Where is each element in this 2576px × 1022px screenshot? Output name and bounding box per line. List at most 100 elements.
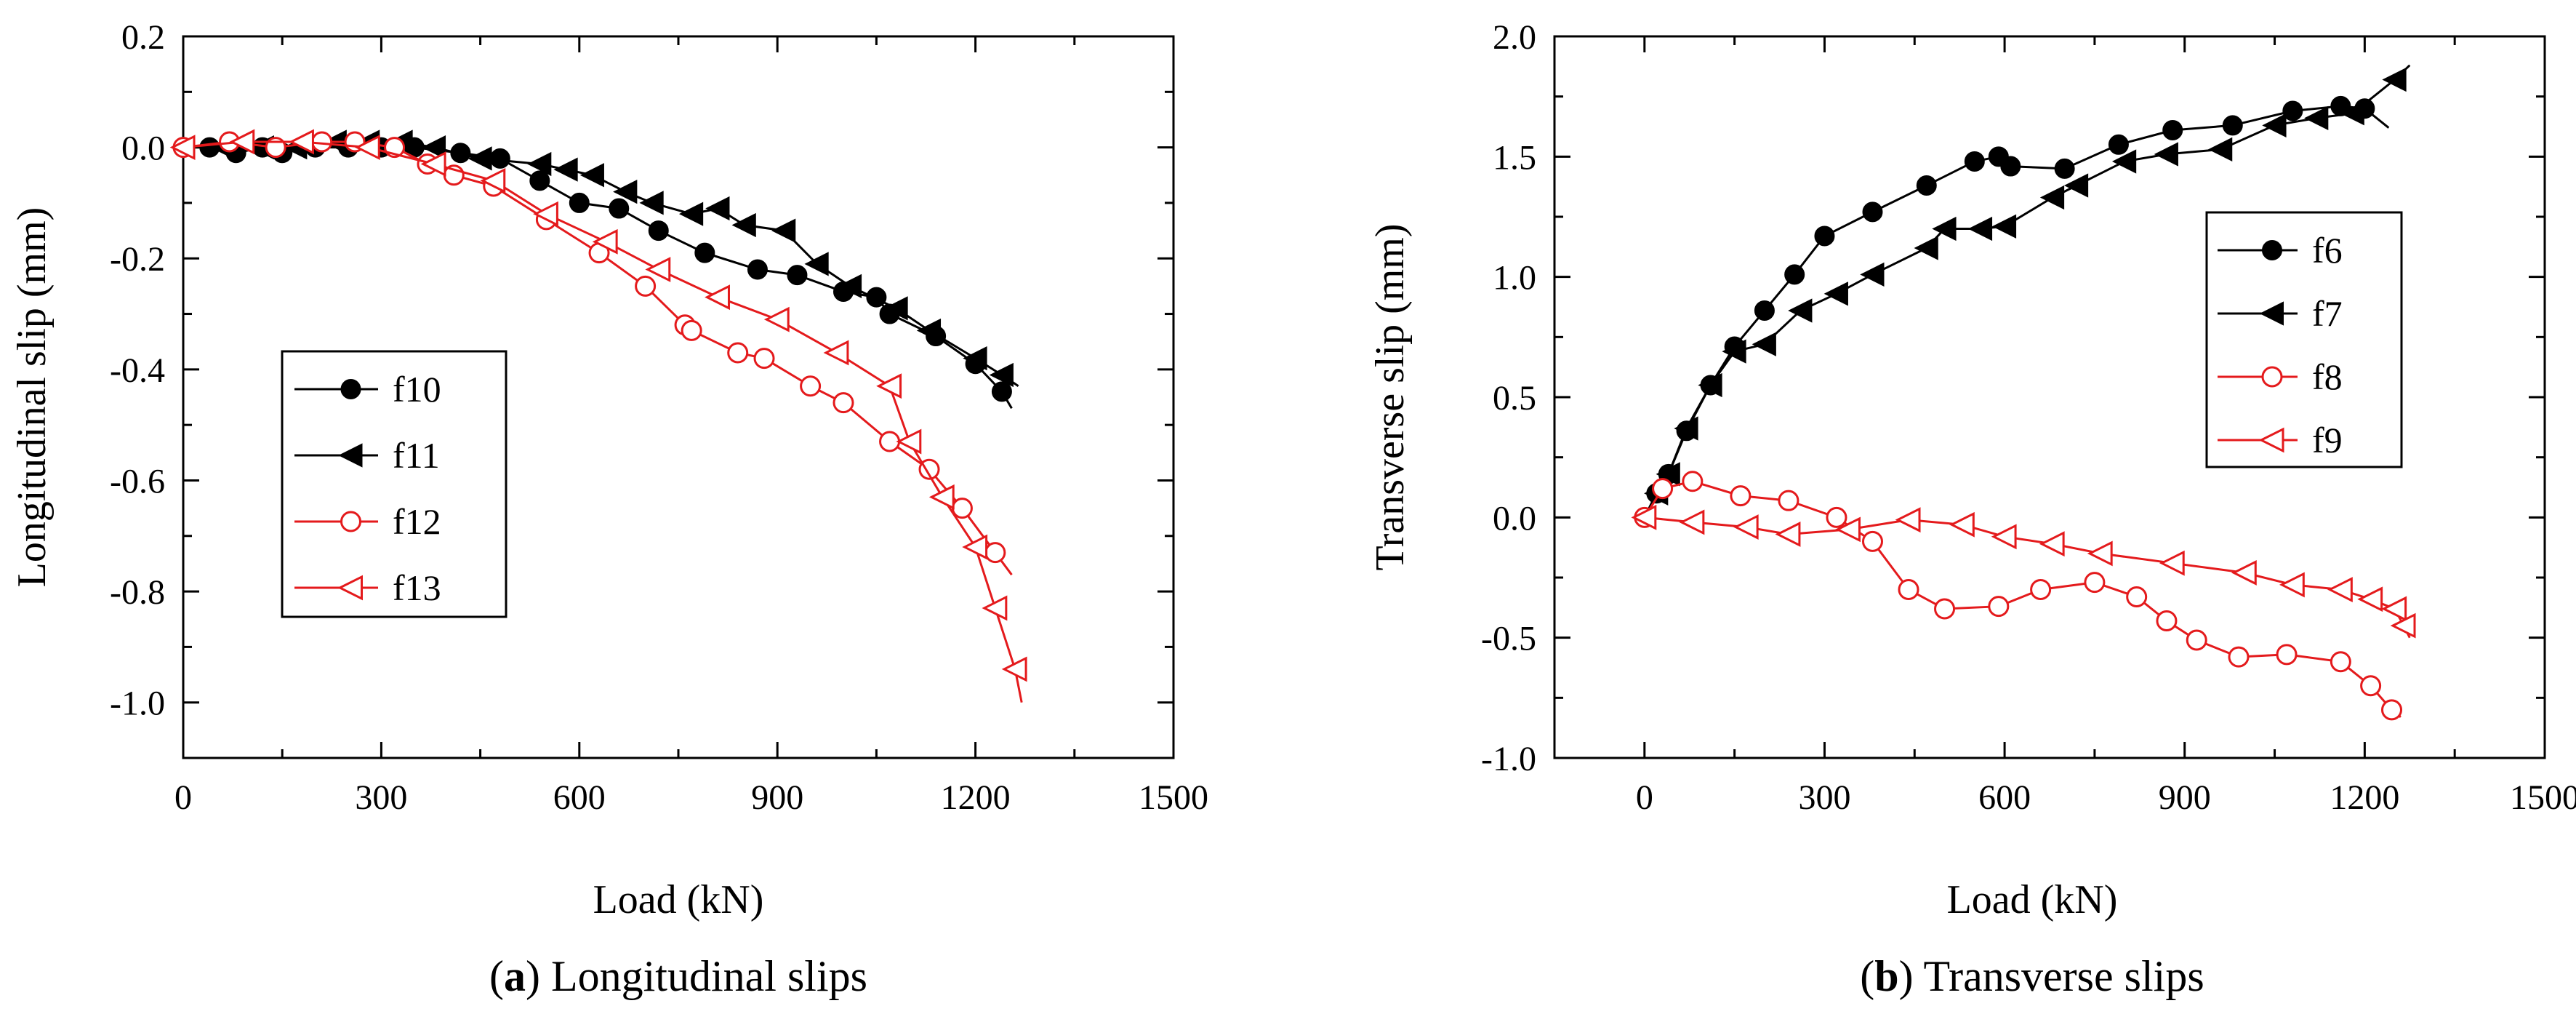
point-f8-15 <box>2228 646 2250 668</box>
point-f8-10 <box>2030 579 2052 601</box>
legend-marker-f13 <box>337 575 363 601</box>
point-f11-22 <box>963 346 987 371</box>
x-tick-label-b-3: 900 <box>2159 778 2211 817</box>
legend-item-f13: f13 <box>294 567 441 608</box>
point-f11-17 <box>771 218 796 243</box>
caption-a-open: ( <box>489 952 504 1000</box>
point-f8-7 <box>1898 579 1919 601</box>
point-f7-22 <box>2382 67 2407 92</box>
x-tick-label-a-0: 0 <box>174 778 192 817</box>
ticks-a: 0 300 600 900 1200 1500 0.2 0.0 -0.2 -0.4 -0.6 -0.8… <box>110 18 1208 817</box>
legend-label-f12: f12 <box>393 501 441 542</box>
series-f9 <box>1631 504 2416 639</box>
point-f7-9 <box>1860 262 1885 287</box>
legend-b: f6 f7 f8 f9 <box>2218 230 2343 460</box>
legend-item-f10: f10 <box>294 369 441 410</box>
point-f13-4 <box>420 151 446 177</box>
point-f7-18 <box>2208 137 2233 162</box>
y-tick-label-b-1: 1.5 <box>1493 138 1536 177</box>
point-f13-9 <box>705 284 730 311</box>
point-f7-20 <box>2304 105 2329 131</box>
y-tick-label-b-6: -1.0 <box>1481 740 1536 778</box>
legend-label-f7: f7 <box>2312 293 2343 334</box>
legend-label-f6: f6 <box>2312 230 2343 271</box>
point-f9-3 <box>1775 522 1801 547</box>
point-f12-17 <box>832 392 854 414</box>
point-f8-9 <box>1988 596 2010 618</box>
point-f12-14 <box>727 342 749 364</box>
point-f7-15 <box>2063 173 2089 198</box>
point-f9-5 <box>1895 507 1921 533</box>
y-tick-label-b-2: 1.0 <box>1493 259 1536 298</box>
point-f13-7 <box>592 228 618 255</box>
point-f8-12 <box>2126 586 2148 607</box>
x-tick-label-a-5: 1500 <box>1139 778 1208 817</box>
x-tick-label-b-2: 600 <box>1978 778 2031 817</box>
x-axis-title-a: Load (kN) <box>593 877 764 922</box>
y-tick-label-a-3: -0.4 <box>110 351 165 390</box>
point-f8-18 <box>2360 675 2382 697</box>
point-f7-10 <box>1914 236 1938 260</box>
caption-a: (a) Longitudinal slips <box>489 952 867 1000</box>
point-f9-0 <box>1631 504 1657 530</box>
point-f11-21 <box>916 318 942 343</box>
point-f8-3 <box>1730 485 1752 507</box>
x-tick-label-a-1: 300 <box>355 778 407 817</box>
legend-marker-f12 <box>340 511 361 532</box>
point-f8-14 <box>2186 629 2207 651</box>
point-f9-10 <box>2159 550 2185 576</box>
point-f7-2 <box>1656 462 1680 487</box>
point-f11-15 <box>705 196 730 221</box>
legend-box-a <box>281 350 507 618</box>
point-f13-8 <box>645 257 671 282</box>
caption-b-text: ) Transverse slips <box>1899 952 2204 1000</box>
legend-item-f8: f8 <box>2218 356 2343 397</box>
point-f6-16 <box>2162 119 2183 140</box>
x-axis-title-b: Load (kN) <box>1947 877 2118 922</box>
point-f9-11 <box>2231 559 2257 586</box>
y-tick-label-a-5: -0.8 <box>110 573 165 612</box>
point-f13-2 <box>289 129 314 155</box>
point-f8-2 <box>1682 471 1704 492</box>
point-f9-7 <box>1991 524 2017 550</box>
legend-marker-f8 <box>2261 366 2283 388</box>
series-a <box>169 129 1027 703</box>
panel-longitudinal-slips: 0 300 600 900 1200 1500 0.2 0.0 -0.2 -0.4 -0.6 -0.8… <box>9 18 1208 1000</box>
point-f7-21 <box>2340 101 2364 126</box>
point-f6-14 <box>2054 158 2075 179</box>
legend-label-f11: f11 <box>393 435 440 476</box>
legend-marker-f10 <box>340 379 361 399</box>
panel-transverse-slips: 0 300 600 900 1200 1500 2.0 1.5 1.0 0.5 0.0 -0.5 -1.… <box>1368 18 2576 1000</box>
y-tick-label-b-4: 0.0 <box>1493 499 1536 538</box>
legend-marker-f6 <box>2262 240 2282 260</box>
point-f10-10 <box>489 148 510 169</box>
point-f9-4 <box>1835 516 1861 543</box>
point-f13-11 <box>823 340 849 366</box>
legend-item-f9: f9 <box>2218 420 2343 460</box>
point-f9-16 <box>2390 612 2416 639</box>
point-f6-13 <box>2000 156 2021 177</box>
point-f11-16 <box>731 212 756 238</box>
point-f6-9 <box>1862 201 1883 223</box>
point-f8-17 <box>2330 651 2351 673</box>
point-f8-13 <box>2156 610 2178 632</box>
point-f7-13 <box>1991 214 2017 239</box>
point-f10-14 <box>648 220 669 241</box>
point-f11-9 <box>527 151 552 177</box>
series-f8 <box>1634 471 2403 721</box>
point-f9-6 <box>1949 511 1975 538</box>
point-f7-14 <box>2039 185 2065 210</box>
point-f9-2 <box>1733 514 1759 540</box>
y-axis-title-b: Transverse slip (mm) <box>1368 223 1413 570</box>
point-f12-3 <box>311 131 333 153</box>
point-f9-9 <box>2087 540 2113 567</box>
legend-a: f10 f11 f12 f13 <box>294 369 441 608</box>
point-f8-8 <box>1934 598 1956 620</box>
point-f6-8 <box>1814 225 1835 247</box>
y-tick-label-b-5: -0.5 <box>1481 620 1536 658</box>
point-f6-15 <box>2108 134 2129 155</box>
point-f10-11 <box>529 170 550 191</box>
point-f7-7 <box>1788 298 1813 323</box>
caption-b-letter: b <box>1874 952 1898 1000</box>
